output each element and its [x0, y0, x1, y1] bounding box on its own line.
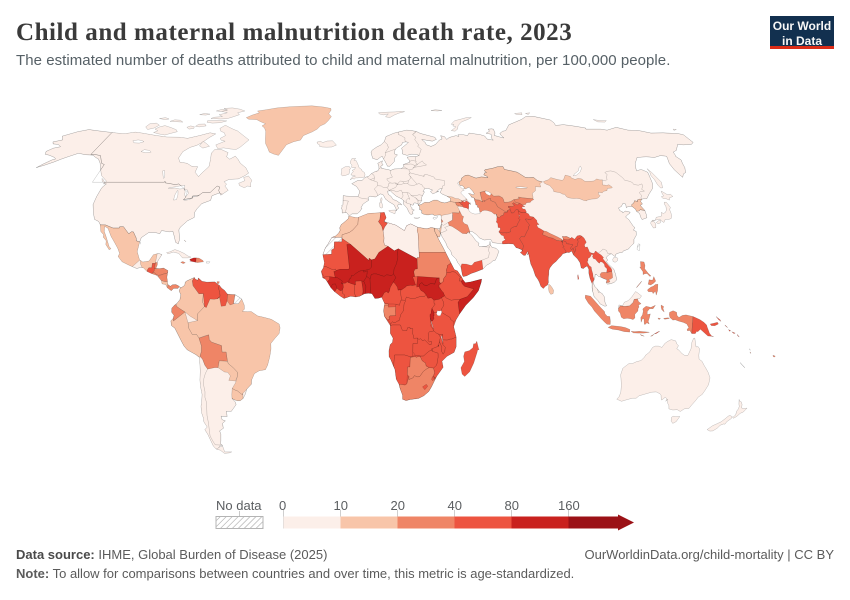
svg-text:80: 80	[505, 498, 519, 513]
svg-text:20: 20	[391, 498, 405, 513]
svg-text:160: 160	[558, 498, 580, 513]
svg-text:10: 10	[334, 498, 348, 513]
svg-text:No data: No data	[216, 498, 262, 513]
svg-text:40: 40	[448, 498, 462, 513]
svg-text:0: 0	[279, 498, 286, 513]
